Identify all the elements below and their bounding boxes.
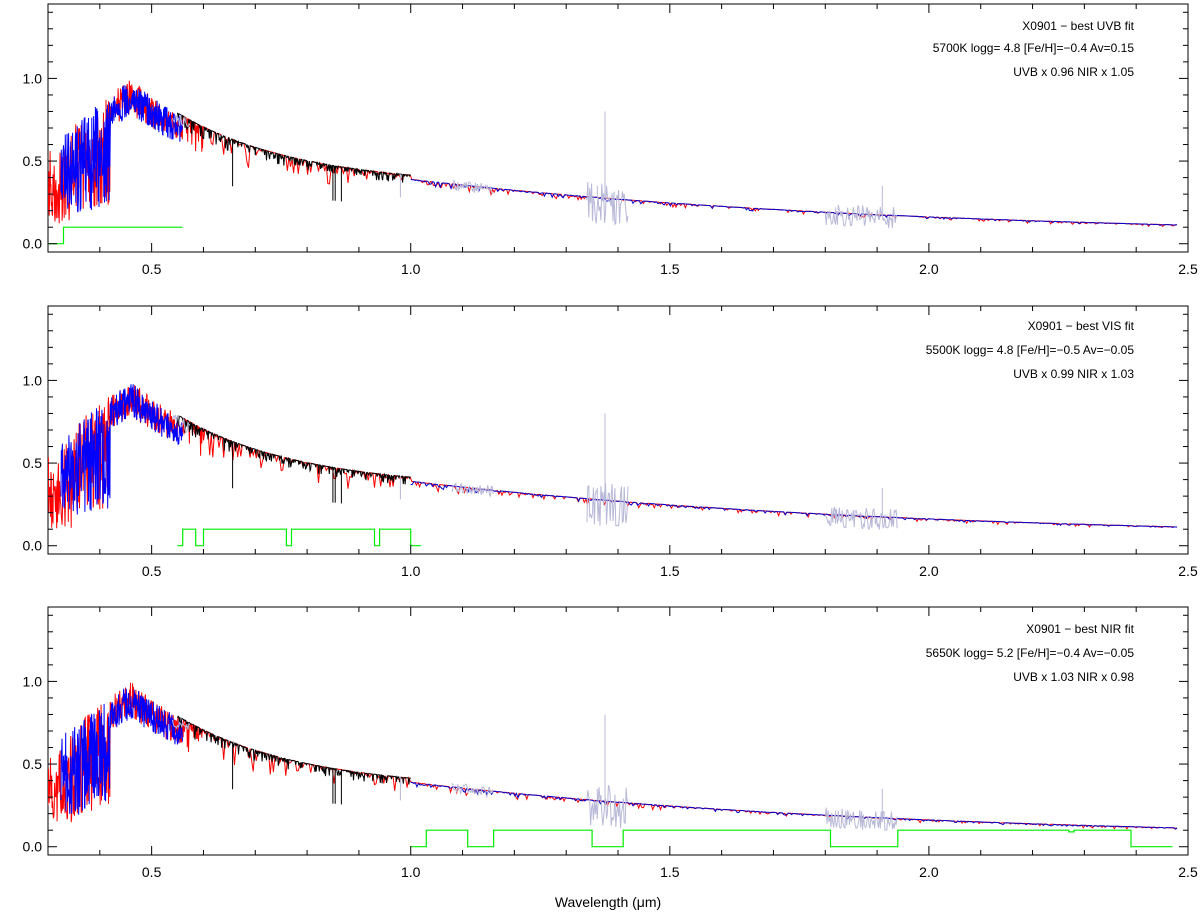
- x-tick-label: 1.5: [660, 864, 680, 880]
- x-tick-label: 0.5: [142, 261, 162, 277]
- annotation-scaling: UVB x 0.96 NIR x 1.05: [1013, 65, 1134, 79]
- plot-area: [48, 384, 1178, 547]
- telluric-region-line: [171, 413, 898, 530]
- x-tick-label: 2.5: [1178, 864, 1198, 880]
- x-tick-label: 0.5: [142, 563, 162, 579]
- panel-top: X0901 − best UVB fit 5700K logg= 4.8 [Fe…: [23, 3, 1198, 277]
- vis-spectrum-line: [177, 715, 411, 805]
- annotation-title: X0901 − best NIR fit: [1026, 622, 1134, 636]
- plot-frame: [47, 606, 1189, 856]
- y-tick-label: 0.5: [23, 756, 43, 772]
- x-tick-label: 2.0: [919, 864, 939, 880]
- model-spectrum-line: [48, 682, 1177, 830]
- uvb-spectrum-line: [60, 85, 183, 213]
- y-tick-label: 0.5: [23, 153, 43, 169]
- annotation-title: X0901 − best VIS fit: [1028, 319, 1135, 333]
- plot-area: [48, 682, 1178, 848]
- nir-spectrum-line: [410, 178, 1178, 226]
- y-tick-label: 1.0: [23, 372, 43, 388]
- uvb-spectrum-line: [60, 688, 183, 815]
- fit-mask-line: [48, 226, 183, 245]
- fit-mask-line: [410, 829, 1173, 848]
- y-tick-label: 1.0: [23, 70, 43, 86]
- x-tick-label: 2.5: [1178, 261, 1198, 277]
- y-tick-label: 0.5: [23, 455, 43, 471]
- x-tick-label: 2.0: [919, 261, 939, 277]
- y-tick-label: 0.0: [23, 538, 43, 554]
- uvb-spectrum-line: [60, 384, 183, 515]
- vis-spectrum-line: [177, 112, 411, 202]
- annotation-scaling: UVB x 0.99 NIR x 1.03: [1013, 367, 1134, 381]
- panel-middle: X0901 − best VIS fit 5500K logg= 4.8 [Fe…: [23, 305, 1198, 579]
- plot-area: [48, 80, 1178, 245]
- x-tick-label: 1.0: [401, 864, 421, 880]
- x-tick-label: 0.5: [142, 864, 162, 880]
- telluric-region-line: [171, 714, 898, 831]
- y-tick-label: 0.0: [23, 236, 43, 252]
- annotation-params: 5650K logg= 5.2 [Fe/H]=−0.4 Av=−0.05: [926, 646, 1135, 660]
- x-tick-label: 1.5: [660, 261, 680, 277]
- x-tick-label: 1.5: [660, 563, 680, 579]
- x-tick-label: 2.5: [1178, 563, 1198, 579]
- nir-spectrum-line: [410, 481, 1178, 529]
- x-tick-label: 1.0: [401, 261, 421, 277]
- y-tick-label: 1.0: [23, 673, 43, 689]
- vis-spectrum-line: [177, 415, 411, 504]
- y-tick-label: 0.0: [23, 839, 43, 855]
- annotation-params: 5700K logg= 4.8 [Fe/H]=−0.4 Av=0.15: [933, 41, 1135, 55]
- x-tick-label: 1.0: [401, 563, 421, 579]
- annotation-scaling: UVB x 1.03 NIR x 0.98: [1013, 670, 1134, 684]
- annotation-params: 5500K logg= 4.8 [Fe/H]=−0.5 Av=−0.05: [926, 343, 1135, 357]
- x-tick-label: 2.0: [919, 563, 939, 579]
- fit-mask-line: [177, 528, 422, 547]
- panel-bottom: X0901 − best NIR fit 5650K logg= 5.2 [Fe…: [23, 606, 1198, 880]
- telluric-region-line: [171, 111, 898, 229]
- annotation-title: X0901 − best UVB fit: [1022, 19, 1134, 33]
- nir-spectrum-line: [410, 781, 1178, 830]
- x-axis-title: Wavelength (μm): [555, 894, 661, 910]
